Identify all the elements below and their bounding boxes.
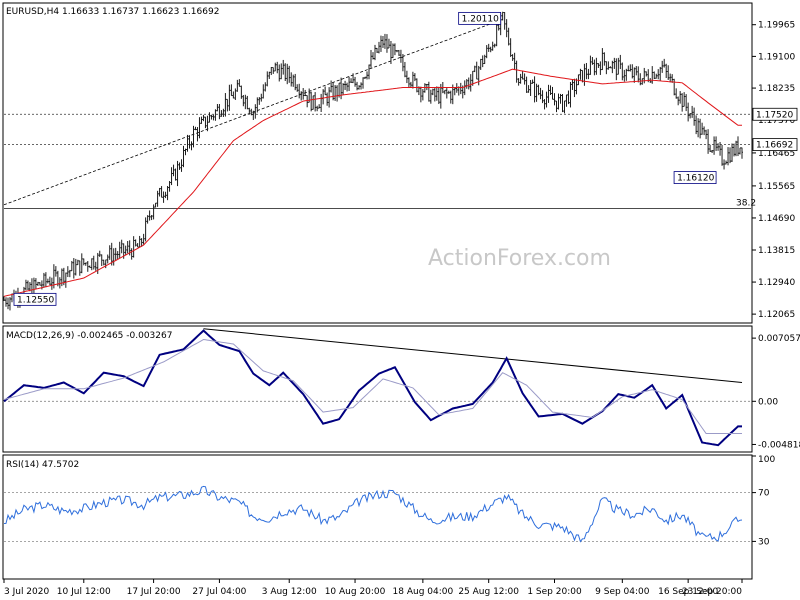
xtick-label: 23 Sep 20:00 — [682, 587, 742, 597]
macd-ytick-label: 0.007057 — [758, 334, 800, 344]
price-ytick-label: 1.13815 — [758, 246, 795, 256]
start-low-annotation: 1.12550 — [17, 295, 54, 305]
price-ytick-label: 1.16465 — [758, 149, 795, 159]
macd-panel-title: MACD(12,26,9) -0.002465 -0.003267 — [6, 331, 172, 341]
xtick-label: 18 Aug 04:00 — [393, 587, 454, 597]
fibonacci-label: 38.2 — [736, 198, 756, 208]
xtick-label: 10 Jul 12:00 — [57, 587, 111, 597]
rsi-plot — [3, 485, 751, 543]
xtick-label: 3 Jul 2020 — [4, 587, 49, 597]
macd-plot — [3, 328, 751, 447]
price-ytick-label: 1.19965 — [758, 21, 795, 31]
xtick-label: 3 Aug 12:00 — [262, 587, 317, 597]
price-ytick-label: 1.12065 — [758, 310, 795, 320]
xtick-label: 27 Jul 04:00 — [192, 587, 246, 597]
price-ytick-label: 1.18235 — [758, 84, 795, 94]
price-ytick-label: 1.17370 — [758, 116, 795, 126]
high-annotation-box — [458, 11, 502, 25]
price-ytick-label: 1.19100 — [758, 52, 795, 62]
price-panel-frame — [2, 2, 753, 324]
rsi-ytick-label: 100 — [758, 455, 775, 465]
price-level-box-label: 1.16692 — [756, 141, 793, 151]
xtick-label: 16 Sep 12:00 — [658, 587, 718, 597]
macd-panel-frame — [2, 325, 753, 453]
price-ytick-label: 1.14690 — [758, 214, 795, 224]
rsi-ytick-label: 30 — [758, 537, 770, 547]
xtick-label: 17 Jul 20:00 — [127, 587, 181, 597]
macd-trendline — [203, 328, 743, 384]
low-annotation: 1.16120 — [677, 174, 714, 184]
macd-line — [3, 329, 742, 447]
high-annotation: 1.20110 — [462, 14, 499, 24]
xtick-label: 25 Aug 12:00 — [458, 587, 519, 597]
rsi-panel-frame — [2, 454, 753, 580]
watermark: ActionForex.com — [428, 246, 611, 271]
rsi-ytick-label: 70 — [758, 489, 770, 499]
macd-ytick-label: -0.004818 — [758, 440, 800, 450]
price-plot: 1.20110 1.16120 1.12550 38.2 — [3, 11, 756, 311]
xtick-label: 1 Sep 20:00 — [527, 587, 582, 597]
price-panel-title: EURUSD,H4 1.16633 1.16737 1.16623 1.1669… — [6, 7, 219, 17]
low-annotation-box — [673, 171, 717, 184]
price-ytick-label: 1.15565 — [758, 182, 795, 192]
moving-average-line — [3, 68, 742, 297]
macd-signal-line — [3, 338, 742, 434]
price-ytick-label: 1.12940 — [758, 278, 795, 288]
rsi-panel-title: RSI(14) 47.5702 — [6, 460, 79, 470]
xtick-label: 9 Sep 04:00 — [595, 587, 650, 597]
axes: 1.19965 1.19100 1.18235 1.17370 1.16465 1.155… — [3, 21, 800, 597]
rsi-line — [3, 485, 743, 543]
start-low-annotation-box — [13, 292, 57, 306]
macd-ytick-label: 0.00 — [758, 397, 778, 407]
xtick-label: 10 Aug 20:00 — [325, 587, 386, 597]
price-level-box — [752, 107, 798, 121]
price-level-box-label: 1.17520 — [756, 110, 793, 120]
price-level-box — [752, 138, 798, 152]
